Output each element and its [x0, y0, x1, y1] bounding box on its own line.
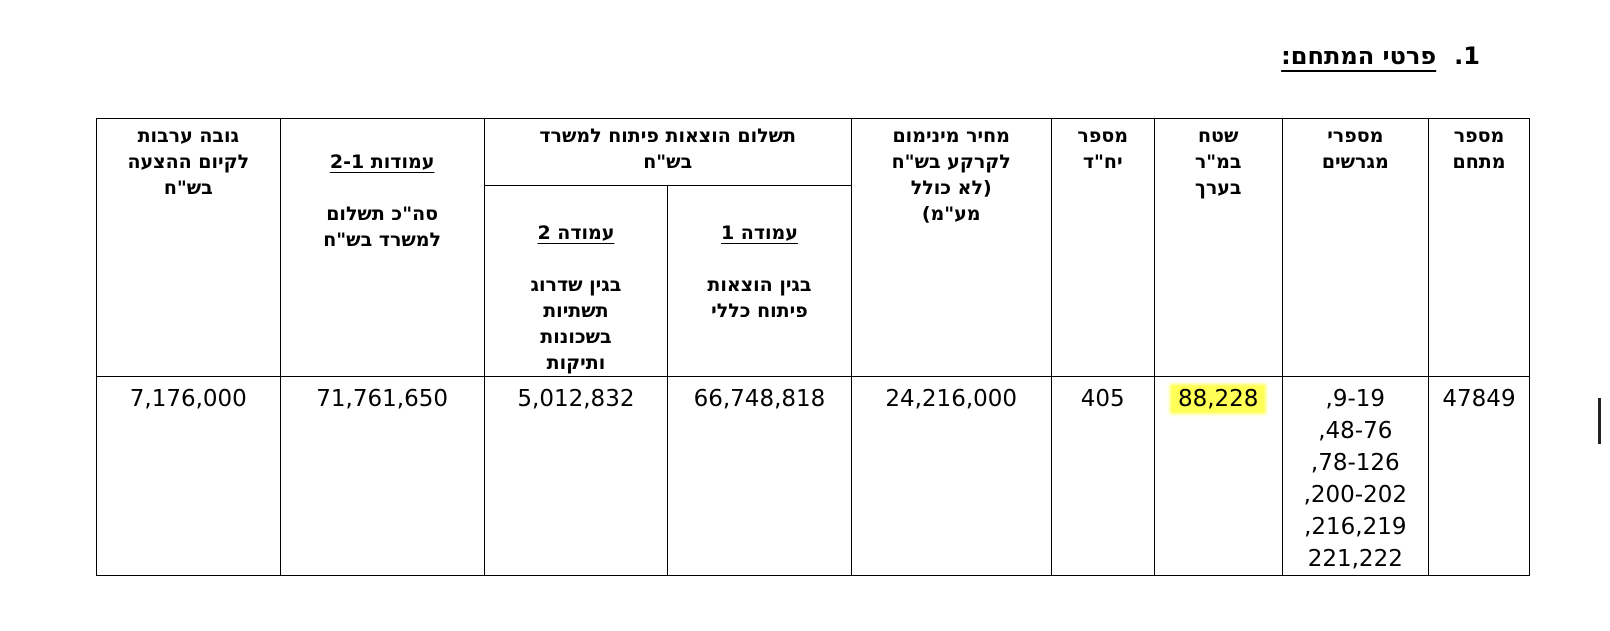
header-column-2-desc: בגין שדרוג תשתיות בשכונות ותיקות: [530, 274, 622, 374]
header-column-1: עמודה 1 בגין הוצאות פיתוח כללי: [667, 185, 852, 377]
cell-plot-numbers: 9-19, 48-76, 78-126, 200-202, 216,219, 2…: [1281, 376, 1429, 576]
header-column-1-desc: בגין הוצאות פיתוח כללי: [707, 274, 812, 322]
header-total-payment: עמודות 2-1 סה"כ תשלום למשרד בש"ח: [279, 118, 485, 377]
cell-total-payment: 71,761,650: [279, 376, 485, 576]
cell-area-size: 88,228: [1153, 376, 1283, 576]
section-number: 1.: [1454, 42, 1480, 70]
header-area-number: מספר מתחם: [1427, 118, 1531, 377]
header-min-price: מחיר מינימום לקרקע בש"ח (לא כולל מע"מ): [850, 118, 1052, 377]
highlighted-area-size: 88,228: [1171, 386, 1265, 412]
cell-min-price: 24,216,000: [850, 376, 1052, 576]
section-title: פרטי המתחם:: [1281, 42, 1437, 70]
header-guarantee: גובה ערבות לקיום ההצעה בש"ח: [96, 118, 281, 377]
header-column-2-title: עמודה 2: [537, 222, 615, 244]
section-heading: 1. פרטי המתחם:: [1281, 42, 1480, 70]
header-total-desc: סה"כ תשלום למשרד בש"ח: [323, 203, 442, 251]
header-column-2: עמודה 2 בגין שדרוג תשתיות בשכונות ותיקות: [483, 185, 669, 377]
header-area-size: שטח במ"ר בערך: [1153, 118, 1283, 377]
header-development-payment: תשלום הוצאות פיתוח למשרד בש"ח: [483, 118, 852, 186]
header-housing-units: מספר יח"ד: [1050, 118, 1155, 377]
header-plot-numbers: מספרי מגרשים: [1281, 118, 1429, 377]
cell-guarantee: 7,176,000: [96, 376, 281, 576]
header-total-title: עמודות 2-1: [329, 151, 435, 173]
text-cursor: [1598, 398, 1601, 444]
cell-column-2: 5,012,832: [483, 376, 669, 576]
cell-column-1: 66,748,818: [667, 376, 852, 576]
cell-area-number: 47849: [1427, 376, 1531, 576]
header-row-2: עמודה 1 בגין הוצאות פיתוח כללי עמודה 2 ב…: [97, 185, 1530, 377]
tender-details-table: מספר מתחם מספרי מגרשים שטח במ"ר בערך מספ…: [96, 118, 1531, 576]
header-row-1: מספר מתחם מספרי מגרשים שטח במ"ר בערך מספ…: [96, 118, 1531, 377]
header-column-1-title: עמודה 1: [720, 222, 798, 244]
table-row: 47849 9-19, 48-76, 78-126, 200-202, 216,…: [96, 376, 1531, 576]
cell-housing-units: 405: [1050, 376, 1155, 576]
